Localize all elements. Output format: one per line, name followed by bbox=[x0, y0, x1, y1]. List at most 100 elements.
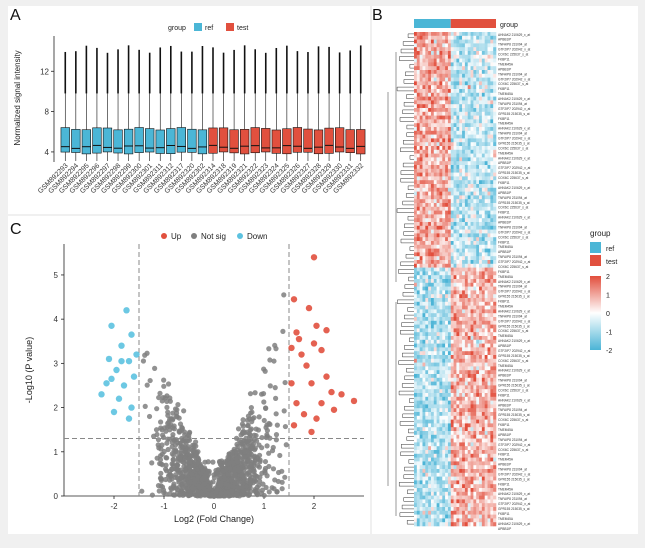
heatmap-cell bbox=[459, 210, 463, 215]
heatmap-cell bbox=[442, 423, 446, 428]
heatmap-cell bbox=[462, 400, 466, 405]
heatmap-cell bbox=[467, 58, 471, 63]
heatmap-cell bbox=[419, 457, 423, 462]
heatmap-cell bbox=[445, 43, 449, 48]
heatmap-cell bbox=[479, 385, 483, 390]
heatmap-cell bbox=[422, 374, 426, 379]
point-not-sig bbox=[262, 465, 269, 472]
point-not-sig bbox=[256, 482, 262, 488]
heatmap-cell bbox=[467, 96, 471, 101]
heatmap-cell bbox=[487, 400, 491, 405]
heatmap-cell bbox=[493, 187, 497, 192]
heatmap-cell bbox=[479, 324, 483, 329]
heatmap-cell bbox=[445, 248, 449, 253]
heatmap-cell bbox=[419, 54, 423, 59]
heatmap-cell bbox=[453, 396, 457, 401]
heatmap-cell bbox=[436, 195, 440, 200]
heatmap-cell bbox=[433, 423, 437, 428]
heatmap-cell bbox=[473, 58, 477, 63]
heatmap-cell bbox=[442, 210, 446, 215]
heatmap-cell bbox=[416, 146, 420, 151]
point-not-sig bbox=[160, 394, 166, 401]
heatmap-cell bbox=[453, 267, 457, 272]
heatmap-cell bbox=[462, 453, 466, 458]
heatmap-cell bbox=[439, 157, 443, 162]
heatmap-cell bbox=[476, 457, 480, 462]
heatmap-cell bbox=[442, 111, 446, 116]
heatmap-cell bbox=[425, 111, 429, 116]
heatmap-cell bbox=[493, 301, 497, 306]
heatmap-cell bbox=[487, 275, 491, 280]
heatmap-cell bbox=[459, 244, 463, 249]
heatmap-cell bbox=[447, 73, 452, 78]
heatmap-cell bbox=[476, 381, 480, 386]
heatmap-cell bbox=[484, 374, 488, 379]
heatmap-cell bbox=[453, 358, 457, 363]
point-not-sig bbox=[167, 395, 173, 401]
heatmap-cell bbox=[439, 396, 443, 401]
heatmap-cell bbox=[493, 286, 497, 291]
heatmap-cell bbox=[433, 172, 437, 177]
heatmap-cell bbox=[436, 62, 440, 67]
heatmap-cell bbox=[490, 115, 494, 120]
heatmap-cell bbox=[490, 32, 494, 37]
heatmap-cell bbox=[433, 256, 437, 261]
heatmap-cell bbox=[490, 54, 494, 59]
heatmap-cell bbox=[414, 218, 418, 223]
heatmap-cell bbox=[459, 431, 463, 436]
heatmap-cell bbox=[459, 412, 463, 417]
heatmap-cell bbox=[447, 415, 452, 420]
heatmap-cell bbox=[467, 115, 471, 120]
heatmap-cell bbox=[445, 298, 449, 303]
heatmap-cell bbox=[456, 244, 460, 249]
heatmap-cell bbox=[419, 286, 423, 291]
heatmap-cell bbox=[436, 157, 440, 162]
heatmap-cell bbox=[467, 317, 471, 322]
heatmap-cell bbox=[450, 157, 454, 162]
heatmap-cell bbox=[459, 43, 463, 48]
heatmap-cell bbox=[436, 35, 440, 40]
heatmap-cell bbox=[419, 465, 423, 470]
point-not-sig bbox=[170, 410, 176, 416]
heatmap-cell bbox=[467, 176, 471, 181]
heatmap-cell bbox=[419, 434, 423, 439]
point-not-sig bbox=[195, 449, 201, 455]
heatmap-cell bbox=[428, 461, 432, 466]
heatmap-cell bbox=[462, 237, 466, 242]
heatmap-cell bbox=[445, 229, 449, 234]
heatmap-cell bbox=[416, 263, 420, 268]
heatmap-cell bbox=[476, 149, 480, 154]
heatmap-cell bbox=[470, 108, 474, 113]
heatmap-cell bbox=[473, 358, 477, 363]
heatmap-cell bbox=[453, 366, 457, 371]
heatmap-cell bbox=[453, 32, 457, 37]
heatmap-cell bbox=[479, 142, 483, 147]
heatmap-cell bbox=[419, 400, 423, 405]
heatmap-cell bbox=[430, 123, 435, 128]
heatmap-cell bbox=[487, 172, 491, 177]
heatmap-cell bbox=[445, 465, 449, 470]
heatmap-cell bbox=[456, 130, 460, 135]
heatmap-cell bbox=[470, 248, 474, 253]
heatmap-cell bbox=[479, 267, 483, 272]
heatmap-cell bbox=[433, 385, 437, 390]
heatmap-cell bbox=[419, 423, 423, 428]
heatmap-cell bbox=[419, 111, 423, 116]
heatmap-cell bbox=[442, 187, 446, 192]
heatmap-cell bbox=[459, 400, 463, 405]
heatmap-cell bbox=[445, 85, 449, 90]
heatmap-cell bbox=[464, 362, 469, 367]
heatmap-cell bbox=[428, 370, 432, 375]
heatmap-cell bbox=[422, 142, 426, 147]
heatmap-cell bbox=[470, 199, 474, 204]
heatmap-cell bbox=[445, 374, 449, 379]
heatmap-cell bbox=[433, 187, 437, 192]
heatmap-cell bbox=[442, 214, 446, 219]
heatmap-cell bbox=[462, 332, 466, 337]
heatmap-cell bbox=[425, 267, 429, 272]
point-not-sig bbox=[239, 421, 246, 427]
heatmap-cell bbox=[436, 282, 440, 287]
heatmap-cell bbox=[464, 62, 469, 67]
heatmap-cell bbox=[425, 366, 429, 371]
heatmap-cell bbox=[481, 119, 485, 124]
